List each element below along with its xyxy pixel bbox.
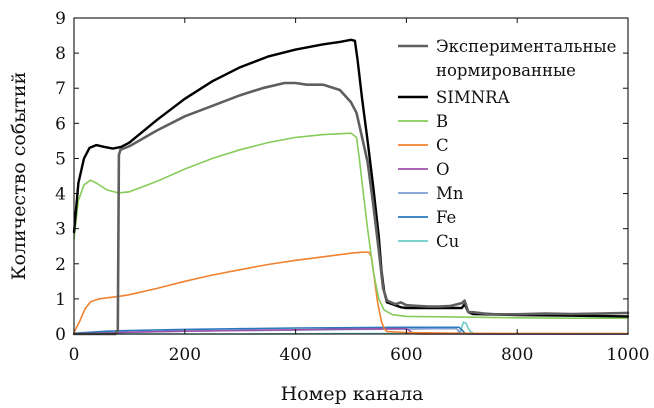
series-line-1 [72, 81, 630, 336]
x-tick-label: 400 [279, 345, 311, 365]
legend-label-3: B [436, 112, 448, 131]
y-tick-label: 0 [55, 325, 66, 345]
x-tick-label: 800 [501, 345, 533, 365]
y-tick-label: 8 [55, 44, 66, 64]
y-tick-label: 4 [55, 185, 66, 205]
legend-label-4: C [436, 136, 449, 155]
y-tick-label: 2 [55, 255, 66, 275]
y-tick-label: 9 [55, 9, 66, 29]
series-line-4 [73, 251, 629, 335]
series-line-3 [73, 132, 629, 320]
legend-label-6: Mn [436, 184, 464, 203]
legend: Экспериментальные нормированные SIMNRA BCOM… [398, 37, 616, 251]
x-tick-label: 0 [69, 345, 80, 365]
x-axis-label: Номер канала [281, 383, 424, 405]
legend-label-7: Fe [436, 208, 456, 227]
legend-label-1-line2: нормированные [436, 61, 576, 80]
ticks-layer: 0 200 400 600 800 1000 0 1 2 3 4 5 6 7 8 9 [55, 9, 649, 365]
y-tick-label: 6 [55, 114, 66, 134]
plot-frame [73, 17, 629, 335]
y-tick-label: 3 [55, 220, 66, 240]
x-tick-label: 1000 [606, 345, 649, 365]
series-line-2 [72, 38, 630, 318]
legend-label-5: O [436, 160, 450, 179]
axes-layer [73, 17, 629, 335]
y-tick-label: 7 [55, 79, 66, 99]
legend-label-1: Экспериментальные [436, 37, 616, 56]
x-tick-label: 600 [390, 345, 422, 365]
y-tick-label: 1 [55, 290, 66, 310]
legend-label-8: Cu [436, 232, 460, 251]
x-tick-label: 200 [169, 345, 201, 365]
legend-label-2: SIMNRA [436, 88, 511, 107]
y-axis-label: Количество событий [8, 72, 30, 281]
series-layer [72, 38, 630, 336]
y-tick-label: 5 [55, 149, 66, 169]
